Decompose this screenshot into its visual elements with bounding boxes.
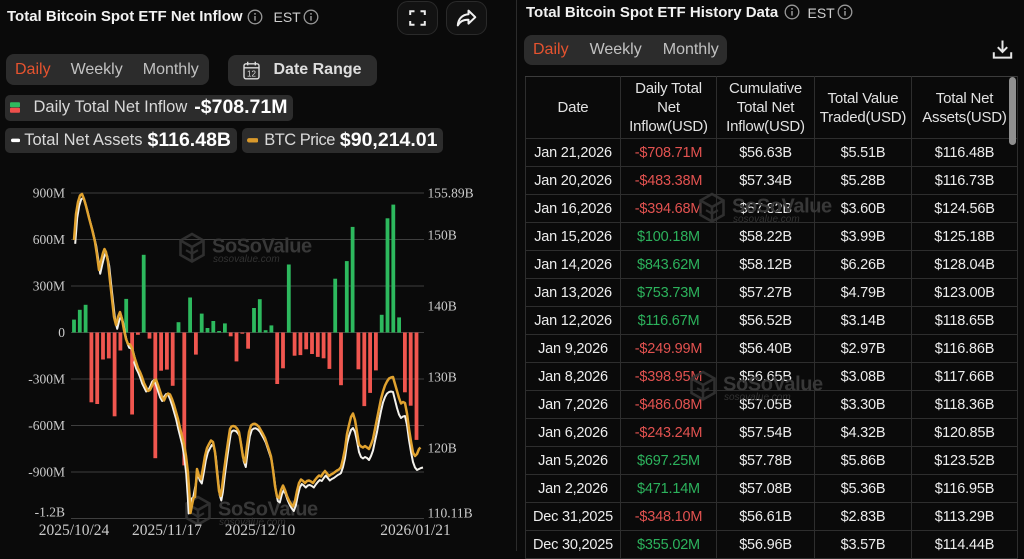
svg-text:-300M: -300M: [28, 372, 65, 387]
svg-text:sosovalue.com: sosovalue.com: [219, 517, 286, 528]
svg-text:110.11B: 110.11B: [428, 506, 473, 521]
svg-text:2026/01/21: 2026/01/21: [380, 522, 451, 539]
svg-text:300M: 300M: [33, 279, 65, 294]
svg-text:sosovalue.com: sosovalue.com: [213, 254, 280, 265]
svg-text:SoSoValue: SoSoValue: [212, 236, 312, 258]
svg-text:-900M: -900M: [28, 465, 65, 480]
svg-text:2025/11/17: 2025/11/17: [132, 522, 202, 539]
svg-text:-1.2B: -1.2B: [35, 505, 65, 520]
svg-text:600M: 600M: [33, 232, 65, 247]
svg-text:-600M: -600M: [28, 418, 65, 433]
svg-text:150B: 150B: [428, 228, 457, 243]
svg-text:120B: 120B: [428, 441, 457, 456]
svg-text:900M: 900M: [33, 186, 65, 201]
svg-text:2025/12/10: 2025/12/10: [225, 522, 296, 539]
svg-text:140B: 140B: [428, 299, 457, 314]
svg-text:155.89B: 155.89B: [428, 186, 474, 201]
svg-text:0: 0: [58, 325, 65, 340]
svg-text:2025/10/24: 2025/10/24: [39, 522, 110, 539]
svg-text:130B: 130B: [428, 370, 457, 385]
svg-text:12: 12: [247, 69, 256, 78]
